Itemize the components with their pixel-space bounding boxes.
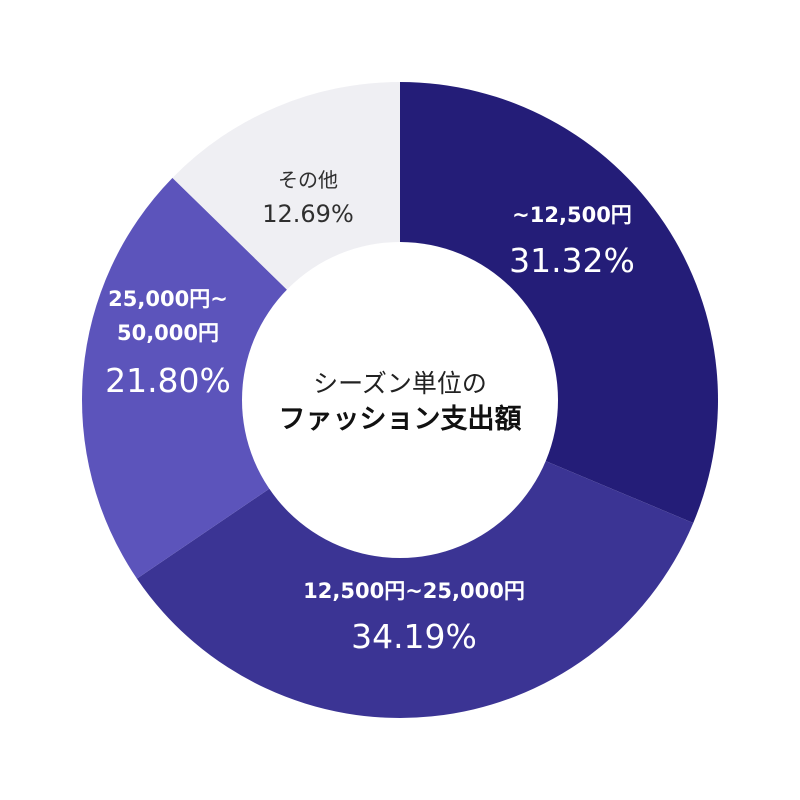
center-title-line1: シーズン単位の [313, 369, 487, 398]
slice-2 [136, 400, 694, 719]
slice-3 [82, 177, 400, 579]
center-title-line2: ファッション支出額 [279, 404, 522, 435]
slice-4-label-line-1: その他 [278, 168, 338, 192]
slice-1-label-line-1: ~12,500円 [512, 203, 632, 227]
center-hole [242, 242, 558, 558]
slice-2-value-label: 34.19% [351, 617, 477, 656]
slice-4-value-label: 12.69% [262, 200, 354, 228]
slice-3-value-label: 21.80% [105, 361, 231, 400]
slice-3-label-line-2: 50,000円 [117, 321, 219, 345]
slice-labels: ~12,500円 31.32% 12,500円~25,000円 34.19% 25,00… [105, 168, 635, 656]
slice-1-value-label: 31.32% [509, 241, 635, 280]
slice-2-label-line-1: 12,500円~25,000円 [303, 579, 525, 603]
slice-3-label-line-1: 25,000円~ [108, 287, 228, 311]
